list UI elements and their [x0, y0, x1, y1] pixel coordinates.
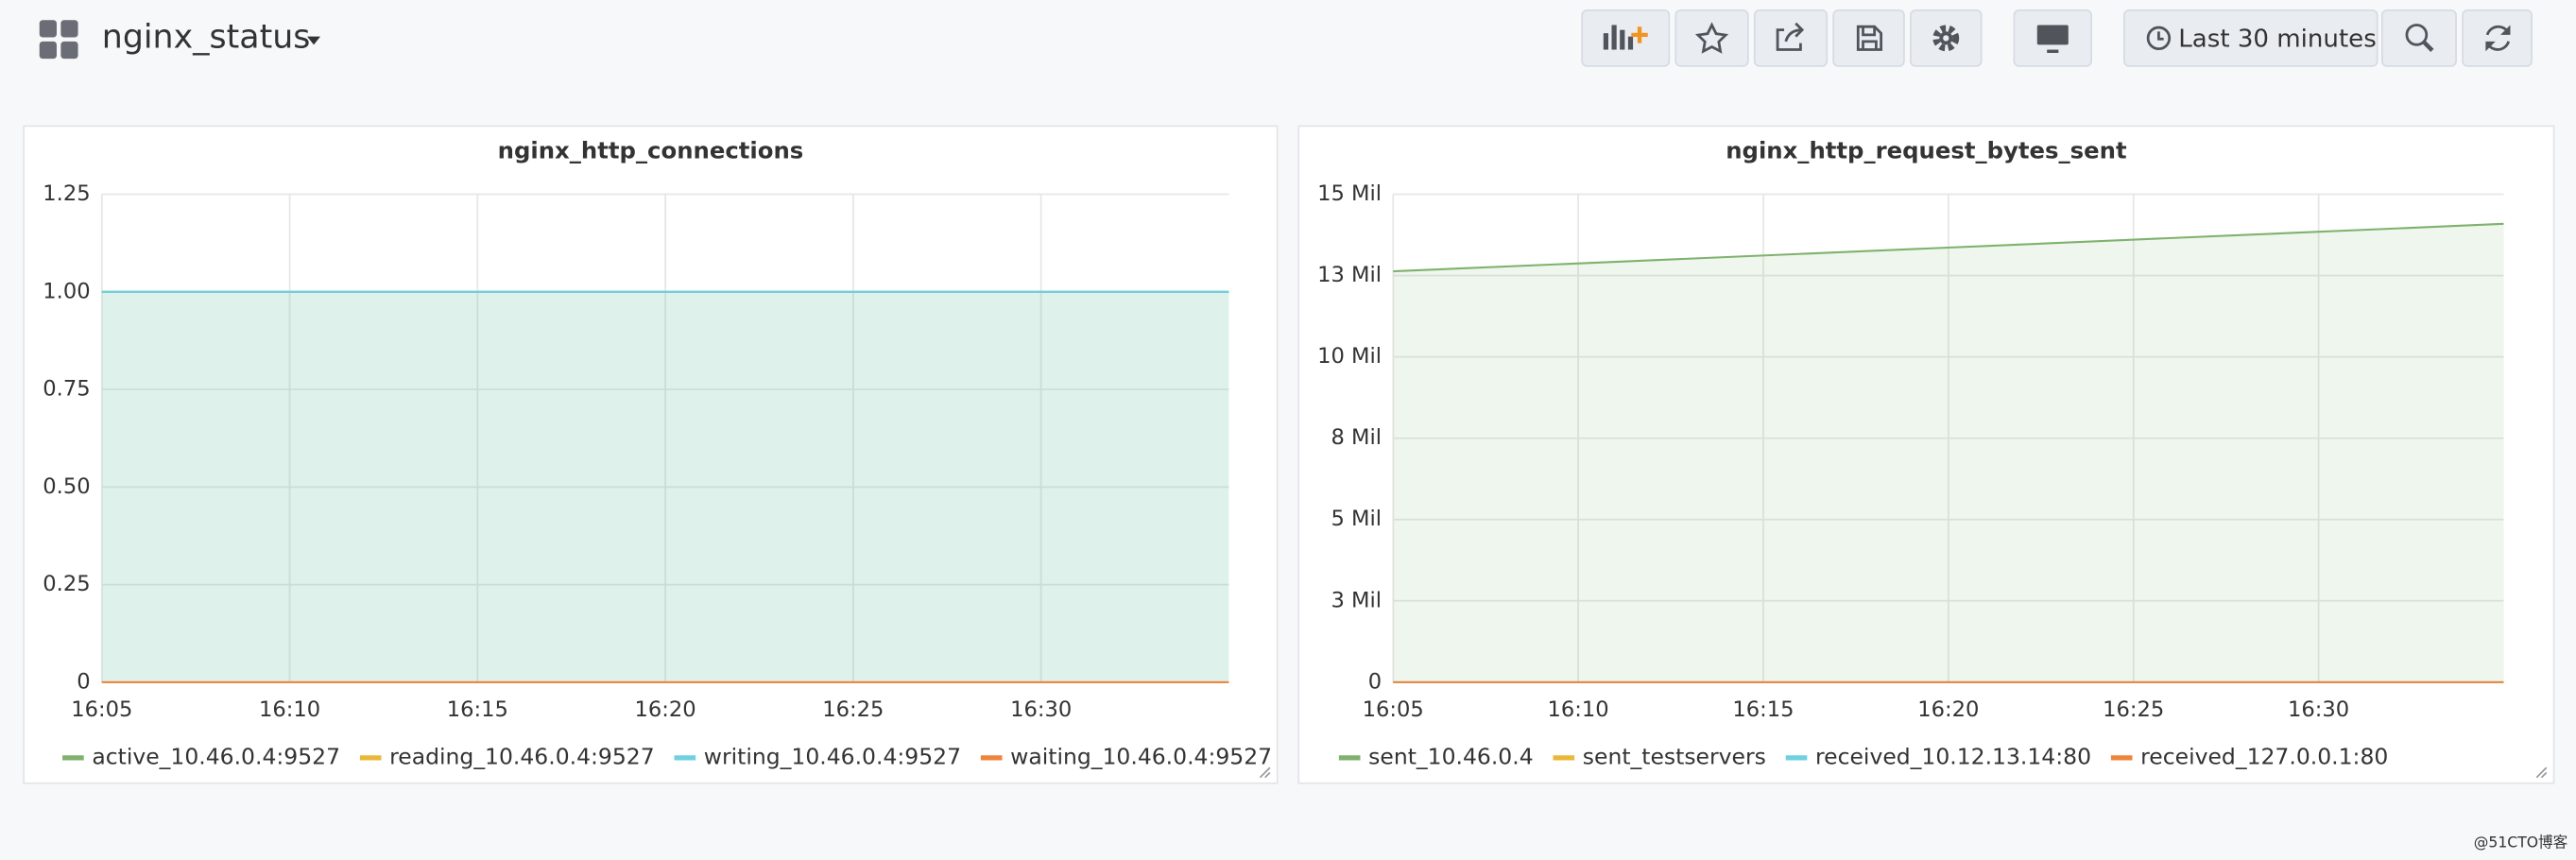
x-tick-label: 16:10	[1548, 697, 1609, 722]
x-tick-label: 16:10	[259, 697, 320, 722]
x-tick-label: 16:25	[2103, 697, 2164, 722]
y-tick-label: 0	[1368, 669, 1382, 694]
series-area	[1393, 223, 2504, 682]
x-tick-label: 16:30	[2288, 697, 2349, 722]
y-tick-label: 1.25	[43, 181, 90, 206]
y-tick-label: 0.75	[43, 377, 90, 402]
series-line	[1393, 222, 2504, 273]
panel-title: nginx_http_request_bytes_sent	[1726, 136, 2127, 163]
y-tick-label: 5 Mil	[1331, 507, 1382, 531]
save-button[interactable]	[1832, 9, 1905, 67]
resize-handle[interactable]	[1259, 766, 1271, 779]
x-tick-label: 16:15	[1732, 697, 1794, 722]
dashboard-icon[interactable]	[39, 20, 78, 60]
legend-label[interactable]: reading_10.46.0.4:9527	[389, 743, 654, 769]
charts: nginx_http_connections 0 0.25 0.50 0.75 1.00 1…	[43, 136, 2504, 769]
legend-label[interactable]: received_10.12.13.14:80	[1815, 743, 2091, 769]
dashboard-title[interactable]: nginx_status	[102, 18, 311, 56]
y-tick-label: 10 Mil	[1317, 344, 1382, 369]
legend-label[interactable]: received_127.0.0.1:80	[2140, 743, 2388, 769]
x-tick-label: 16:15	[447, 697, 508, 722]
legend-label[interactable]: writing_10.46.0.4:9527	[704, 743, 961, 769]
settings-button[interactable]	[1910, 9, 1983, 67]
y-tick-label: 13 Mil	[1317, 263, 1382, 287]
panel-title: nginx_http_connections	[498, 136, 804, 163]
resize-handle[interactable]	[2535, 766, 2548, 779]
time-picker-button[interactable]	[2123, 9, 2379, 67]
x-tick-label: 16:05	[1363, 697, 1424, 722]
watermark: @51CTO博客	[2474, 834, 2568, 851]
x-tick-label: 16:25	[822, 697, 884, 722]
x-tick-label: 16:05	[71, 697, 132, 722]
legend-label[interactable]: sent_10.46.0.4	[1368, 743, 1533, 769]
panel	[23, 125, 1279, 784]
panel	[1297, 125, 2555, 784]
y-tick-label: 8 Mil	[1331, 425, 1382, 450]
y-tick-label: 0.50	[43, 474, 90, 499]
zoom-out-button[interactable]	[2380, 9, 2457, 67]
add-panel-button[interactable]	[1581, 9, 1671, 67]
y-tick-label: 0	[77, 669, 90, 694]
y-tick-label: 15 Mil	[1317, 181, 1382, 206]
series-area	[101, 291, 1229, 682]
legend-label[interactable]: sent_testservers	[1583, 743, 1766, 769]
y-tick-label: 1.00	[43, 279, 90, 303]
star-button[interactable]	[1674, 9, 1749, 67]
x-tick-label: 16:20	[1917, 697, 1979, 722]
y-tick-label: 3 Mil	[1331, 588, 1382, 612]
series-area	[101, 291, 1229, 682]
refresh-button[interactable]	[2462, 9, 2533, 67]
y-tick-label: 0.25	[43, 572, 90, 596]
share-button[interactable]	[1753, 9, 1829, 67]
x-tick-label: 16:20	[635, 697, 696, 722]
legend-label[interactable]: active_10.46.0.4:9527	[92, 743, 340, 769]
time-range-label[interactable]: Last 30 minutes	[2178, 26, 2377, 54]
title-caret[interactable]	[307, 36, 321, 45]
view-mode-button[interactable]	[2013, 9, 2093, 67]
x-tick-label: 16:30	[1010, 697, 1072, 722]
legend-label[interactable]: waiting_10.46.0.4:9527	[1010, 743, 1272, 769]
